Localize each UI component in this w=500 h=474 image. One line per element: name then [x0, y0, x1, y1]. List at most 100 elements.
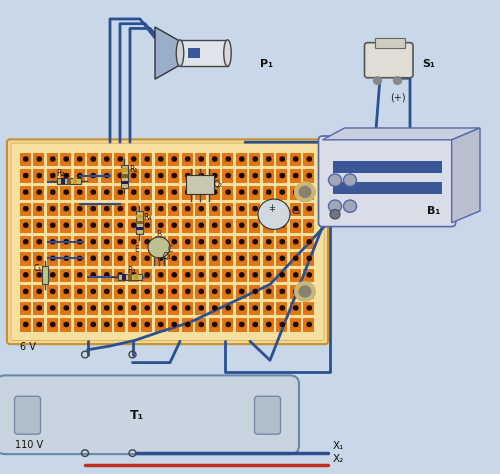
Bar: [332, 161, 442, 173]
Circle shape: [212, 173, 217, 178]
Bar: [60, 186, 71, 200]
Circle shape: [199, 190, 203, 194]
Bar: [249, 236, 260, 249]
Bar: [182, 169, 192, 183]
Text: B: B: [156, 230, 161, 239]
Bar: [249, 153, 260, 166]
Circle shape: [91, 256, 96, 260]
Bar: [303, 319, 314, 332]
Bar: [168, 219, 179, 233]
Bar: [114, 236, 125, 249]
Bar: [154, 202, 166, 216]
Circle shape: [37, 157, 42, 161]
Text: 110 V: 110 V: [15, 440, 43, 450]
Bar: [141, 219, 152, 233]
Bar: [67, 178, 70, 184]
Circle shape: [64, 173, 68, 178]
Bar: [74, 169, 85, 183]
Circle shape: [186, 289, 190, 293]
Bar: [87, 169, 98, 183]
Bar: [222, 153, 233, 166]
Circle shape: [91, 157, 96, 161]
Circle shape: [91, 306, 96, 310]
Circle shape: [240, 322, 244, 327]
Circle shape: [78, 256, 82, 260]
Bar: [186, 175, 214, 194]
Circle shape: [253, 306, 258, 310]
Bar: [303, 269, 314, 283]
Circle shape: [64, 223, 68, 227]
Circle shape: [294, 223, 298, 227]
Circle shape: [104, 190, 109, 194]
Bar: [182, 153, 192, 166]
Bar: [100, 202, 112, 216]
Circle shape: [199, 157, 203, 161]
Bar: [249, 269, 260, 283]
Bar: [182, 269, 192, 283]
Circle shape: [104, 322, 109, 327]
Circle shape: [280, 173, 284, 178]
Bar: [60, 302, 71, 315]
Circle shape: [172, 273, 176, 277]
Bar: [168, 252, 179, 266]
Bar: [120, 168, 128, 172]
Bar: [236, 153, 246, 166]
Circle shape: [294, 182, 316, 202]
Circle shape: [226, 240, 230, 244]
Circle shape: [266, 173, 271, 178]
Circle shape: [266, 306, 271, 310]
Bar: [141, 252, 152, 266]
Bar: [222, 186, 233, 200]
Text: X₂: X₂: [332, 454, 344, 464]
Bar: [114, 202, 125, 216]
Circle shape: [91, 273, 96, 277]
Circle shape: [24, 289, 28, 293]
Circle shape: [78, 173, 82, 178]
Circle shape: [226, 322, 230, 327]
Circle shape: [37, 273, 42, 277]
Text: 6 V: 6 V: [20, 342, 36, 352]
Circle shape: [158, 240, 163, 244]
Bar: [208, 302, 220, 315]
Bar: [168, 319, 179, 332]
Circle shape: [118, 207, 122, 211]
Bar: [154, 219, 166, 233]
Bar: [33, 285, 44, 299]
Bar: [375, 38, 405, 48]
Circle shape: [64, 322, 68, 327]
Circle shape: [172, 157, 176, 161]
Bar: [290, 319, 300, 332]
Circle shape: [37, 240, 42, 244]
Circle shape: [158, 223, 163, 227]
Circle shape: [280, 273, 284, 277]
Circle shape: [118, 256, 122, 260]
Circle shape: [294, 240, 298, 244]
Bar: [290, 169, 300, 183]
Bar: [154, 236, 166, 249]
Ellipse shape: [176, 40, 184, 66]
Circle shape: [240, 273, 244, 277]
Polygon shape: [452, 128, 480, 223]
Bar: [168, 169, 179, 183]
Circle shape: [118, 273, 122, 277]
Circle shape: [132, 157, 136, 161]
FancyBboxPatch shape: [11, 143, 324, 340]
Circle shape: [374, 77, 382, 84]
Circle shape: [186, 322, 190, 327]
Bar: [20, 252, 30, 266]
Bar: [154, 252, 166, 266]
Circle shape: [172, 306, 176, 310]
Bar: [262, 219, 274, 233]
Circle shape: [294, 256, 298, 260]
Bar: [222, 319, 233, 332]
Circle shape: [145, 289, 150, 293]
Circle shape: [280, 157, 284, 161]
Bar: [249, 302, 260, 315]
Circle shape: [226, 289, 230, 293]
Bar: [249, 202, 260, 216]
Circle shape: [132, 173, 136, 178]
Bar: [128, 186, 138, 200]
Bar: [276, 169, 287, 183]
Circle shape: [50, 273, 55, 277]
Bar: [128, 274, 132, 280]
